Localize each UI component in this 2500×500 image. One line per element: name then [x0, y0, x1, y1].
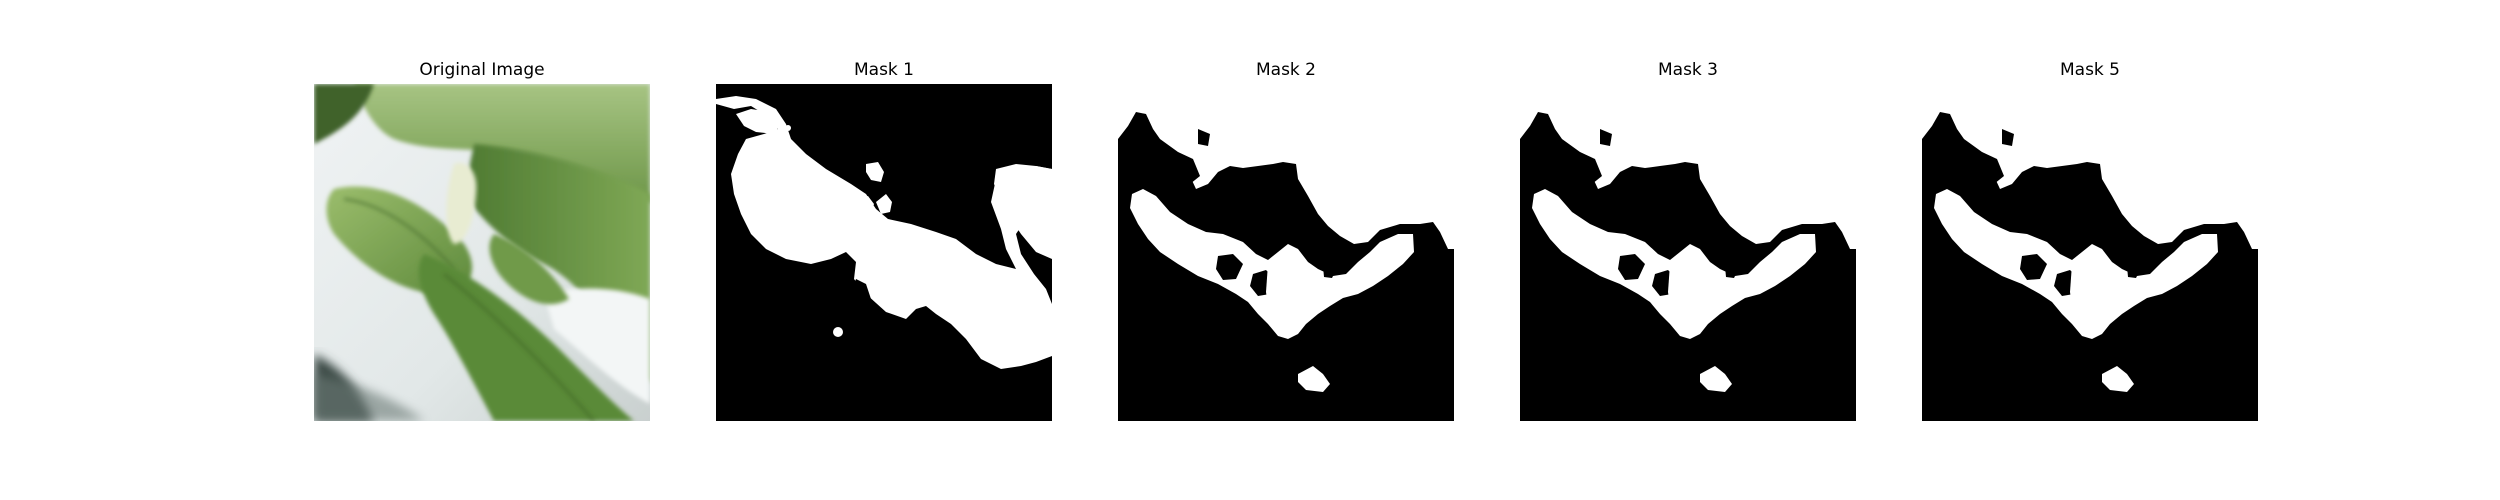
original-image-panel: Original Image — [314, 0, 650, 500]
original-image — [314, 84, 650, 421]
mask-3-image — [1520, 84, 1856, 421]
mask-1-image — [716, 84, 1052, 421]
mask-5-panel: Mask 5 — [1922, 0, 2258, 500]
mask-5-title: Mask 5 — [2059, 60, 2120, 80]
mask-2-title: Mask 2 — [1255, 60, 1316, 80]
mask-1-title: Mask 1 — [853, 60, 914, 80]
mask-2-panel: Mask 2 — [1118, 0, 1454, 500]
original-image-title: Original Image — [419, 60, 545, 80]
mask-3-panel: Mask 3 — [1520, 0, 1856, 500]
mask-3-title: Mask 3 — [1657, 60, 1718, 80]
mask-1-panel: Mask 1 — [716, 0, 1052, 500]
mask-5-image — [1922, 84, 2258, 421]
mask-2-image — [1118, 84, 1454, 421]
